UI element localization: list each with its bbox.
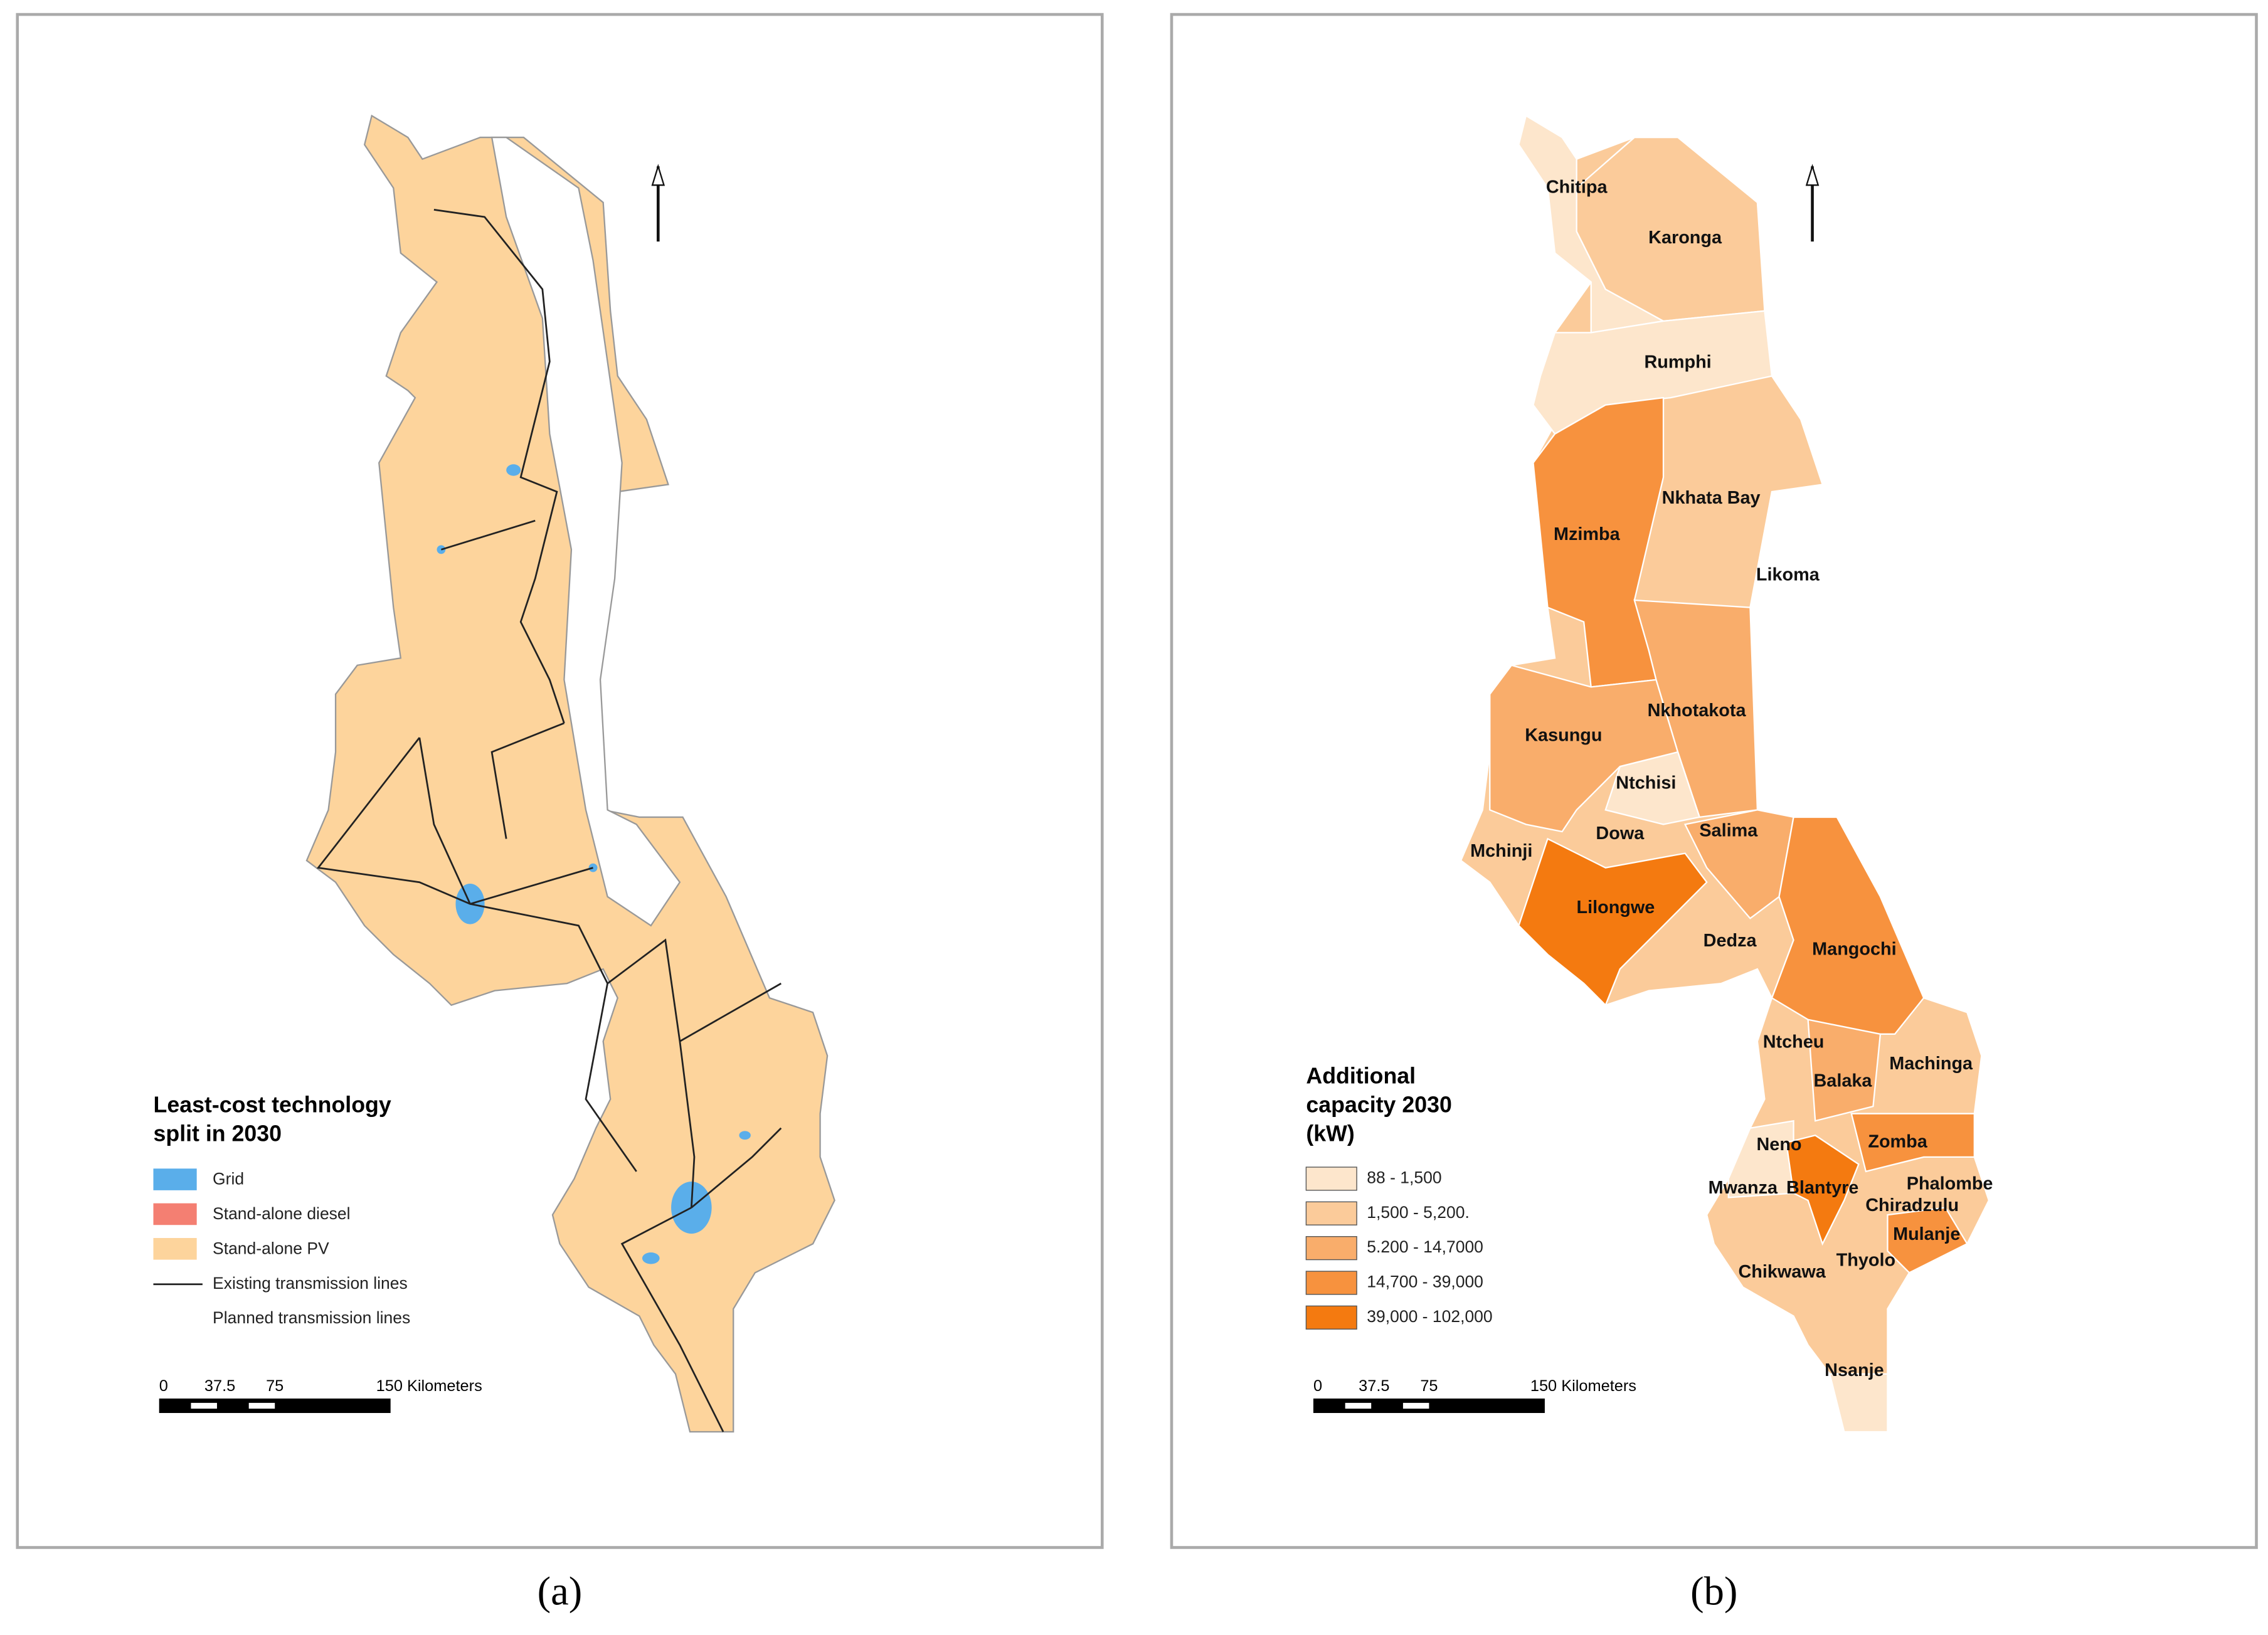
district-label: Neno xyxy=(1756,1135,1801,1155)
district-label: Mchinji xyxy=(1470,841,1532,861)
district xyxy=(1887,1207,1968,1274)
district-label: Dowa xyxy=(1596,823,1645,844)
legend-label: 5.200 - 14,7000 xyxy=(1367,1237,1483,1256)
district-label: Karonga xyxy=(1648,228,1722,248)
scale-label: 150 Kilometers xyxy=(376,1377,482,1395)
legend-title: Additional xyxy=(1306,1063,1416,1088)
district-label: Rumphi xyxy=(1644,352,1711,372)
legend-label: Existing transmission lines xyxy=(213,1274,408,1293)
scale-label: 37.5 xyxy=(1359,1377,1389,1395)
legend-swatch xyxy=(1305,1167,1357,1191)
transmission-line xyxy=(620,1207,724,1432)
grid-area xyxy=(642,1252,660,1264)
legend-swatch xyxy=(1305,1271,1357,1295)
transmission-line xyxy=(490,722,564,839)
transmission-line xyxy=(691,1127,782,1209)
district xyxy=(1727,1119,1794,1198)
district-label: Chikwawa xyxy=(1738,1262,1826,1282)
panel-a: Least-cost technology split in 2030 Grid St… xyxy=(153,114,835,1614)
legend-swatch xyxy=(153,1203,197,1225)
district xyxy=(1604,751,1701,825)
legend-label: Grid xyxy=(213,1170,244,1188)
legend-swatch xyxy=(1305,1201,1357,1225)
district-label: Nsanje xyxy=(1825,1360,1884,1380)
legend-label: 88 - 1,500 xyxy=(1367,1168,1441,1187)
scale-bar-gap xyxy=(1402,1402,1429,1409)
district xyxy=(1785,1135,1860,1246)
district-label: Zomba xyxy=(1868,1131,1927,1151)
scale-label: 150 Kilometers xyxy=(1530,1377,1636,1395)
scale-bar-gap xyxy=(248,1402,275,1409)
legend-title: (kW) xyxy=(1306,1121,1354,1146)
north-arrow-head xyxy=(651,164,665,186)
district-label: Chitipa xyxy=(1546,177,1608,197)
caption: (b) xyxy=(1690,1568,1737,1614)
district-label: Nkhata Bay xyxy=(1662,488,1761,508)
transmission-line xyxy=(679,982,782,1042)
legend-swatch xyxy=(153,1168,197,1190)
transmission-line xyxy=(585,983,637,1172)
legend-label: Stand-alone PV xyxy=(213,1239,329,1257)
district-label: Kasungu xyxy=(1525,725,1602,745)
district xyxy=(1850,1113,1975,1173)
scale-bar-gap xyxy=(191,1402,217,1409)
district-label: Salima xyxy=(1699,821,1758,841)
grid-area xyxy=(506,464,521,476)
legend-swatch xyxy=(153,1237,197,1260)
district-label: Thyolo xyxy=(1836,1250,1895,1270)
district xyxy=(1518,837,1708,1007)
district-label: Nkhotakota xyxy=(1648,701,1747,721)
scale-label: 37.5 xyxy=(204,1377,235,1395)
scale-label: 0 xyxy=(159,1377,168,1395)
legend-title: Least-cost technology xyxy=(153,1093,391,1118)
scale-label: 0 xyxy=(1313,1377,1322,1395)
legend-label: 14,700 - 39,000 xyxy=(1367,1272,1483,1291)
district xyxy=(1807,1019,1882,1122)
legend-label: 1,500 - 5,200. xyxy=(1367,1203,1470,1222)
district xyxy=(1489,664,1679,833)
transmission-line xyxy=(316,737,593,905)
transmission-line xyxy=(418,737,471,904)
legend-label: 39,000 - 102,000 xyxy=(1367,1307,1492,1326)
scale-label: 75 xyxy=(266,1377,284,1395)
panel-b: Chitipa Karonga Rumphi Nkhata Bay Mzimba Liko… xyxy=(1305,114,1993,1614)
district-label: Balaka xyxy=(1814,1071,1873,1091)
transmission-line xyxy=(433,209,565,724)
district-label: Phalombe xyxy=(1907,1173,1993,1193)
district-label: Mulanje xyxy=(1893,1224,1960,1244)
district-label: Lilongwe xyxy=(1576,897,1655,918)
district-label: Mzimba xyxy=(1554,524,1621,544)
district-label: Ntcheu xyxy=(1763,1032,1825,1052)
scale-label: 75 xyxy=(1420,1377,1438,1395)
district-label: Machinga xyxy=(1889,1054,1973,1074)
district-label: Dedza xyxy=(1704,931,1757,951)
district-label: Chiradzulu xyxy=(1865,1195,1959,1215)
district-label: Mangochi xyxy=(1812,939,1896,960)
caption: (a) xyxy=(538,1568,583,1614)
lake xyxy=(490,136,681,927)
grid-area xyxy=(739,1131,751,1140)
legend-label: Stand-alone diesel xyxy=(213,1204,351,1223)
district-label: Likoma xyxy=(1756,564,1820,585)
scale-bar-gap xyxy=(1345,1402,1372,1409)
district-label: Ntchisi xyxy=(1616,773,1676,793)
legend-swatch xyxy=(1305,1236,1357,1261)
district-label: Mwanza xyxy=(1709,1178,1778,1198)
north-arrow-head xyxy=(1805,164,1820,186)
district xyxy=(1828,1373,1889,1433)
legend-title: capacity 2030 xyxy=(1306,1093,1451,1118)
legend-swatch xyxy=(1305,1305,1357,1330)
transmission-line xyxy=(440,519,536,551)
district-label: Blantyre xyxy=(1786,1178,1858,1198)
transmission-line xyxy=(470,902,696,1208)
legend-title: split in 2030 xyxy=(153,1121,282,1146)
legend-label: Planned transmission lines xyxy=(213,1308,410,1327)
